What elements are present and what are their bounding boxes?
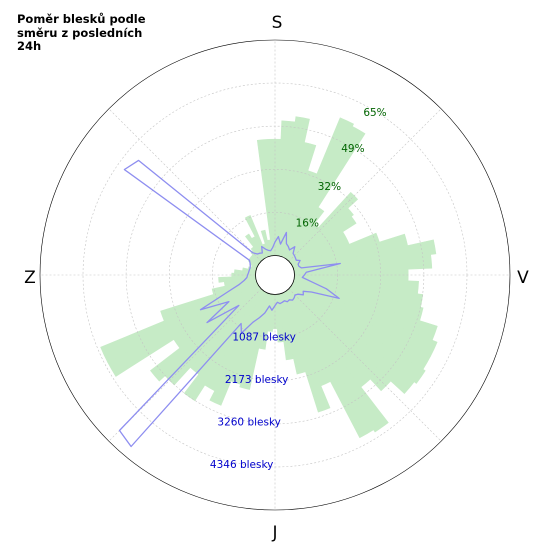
chart-title: Poměr blesků podle směru z posledních 24… (17, 12, 146, 53)
outer-ring (39, 39, 511, 511)
percent-tick-label-3: 65% (363, 107, 386, 119)
count-tick-label-3: 4346 blesky (210, 459, 274, 471)
line-series-path (118, 159, 341, 448)
grid-spoke-7 (108, 108, 262, 262)
grid-ring-0 (212, 212, 338, 338)
percent-tick-label-1: 32% (318, 181, 341, 193)
percent-tick-label-0: 16% (296, 217, 319, 229)
percent-tick-label-2: 49% (341, 143, 364, 155)
compass-south-label: J (271, 523, 277, 543)
line-series (118, 159, 341, 448)
center-hub (255, 255, 295, 295)
grid-ring-1 (168, 168, 382, 382)
count-tick-label-2: 3260 blesky (217, 417, 281, 429)
compass-west-label: Z (24, 268, 36, 288)
compass-east-label: V (517, 268, 529, 288)
tick-labels: 16% 32% 49% 65% 1087 blesky 2173 blesky 3260 b… (210, 107, 387, 471)
count-tick-label-0: 1087 blesky (232, 332, 296, 344)
count-tick-label-1: 2173 blesky (225, 374, 289, 386)
polar-grid (39, 39, 511, 511)
compass-north-label: S (272, 13, 283, 33)
